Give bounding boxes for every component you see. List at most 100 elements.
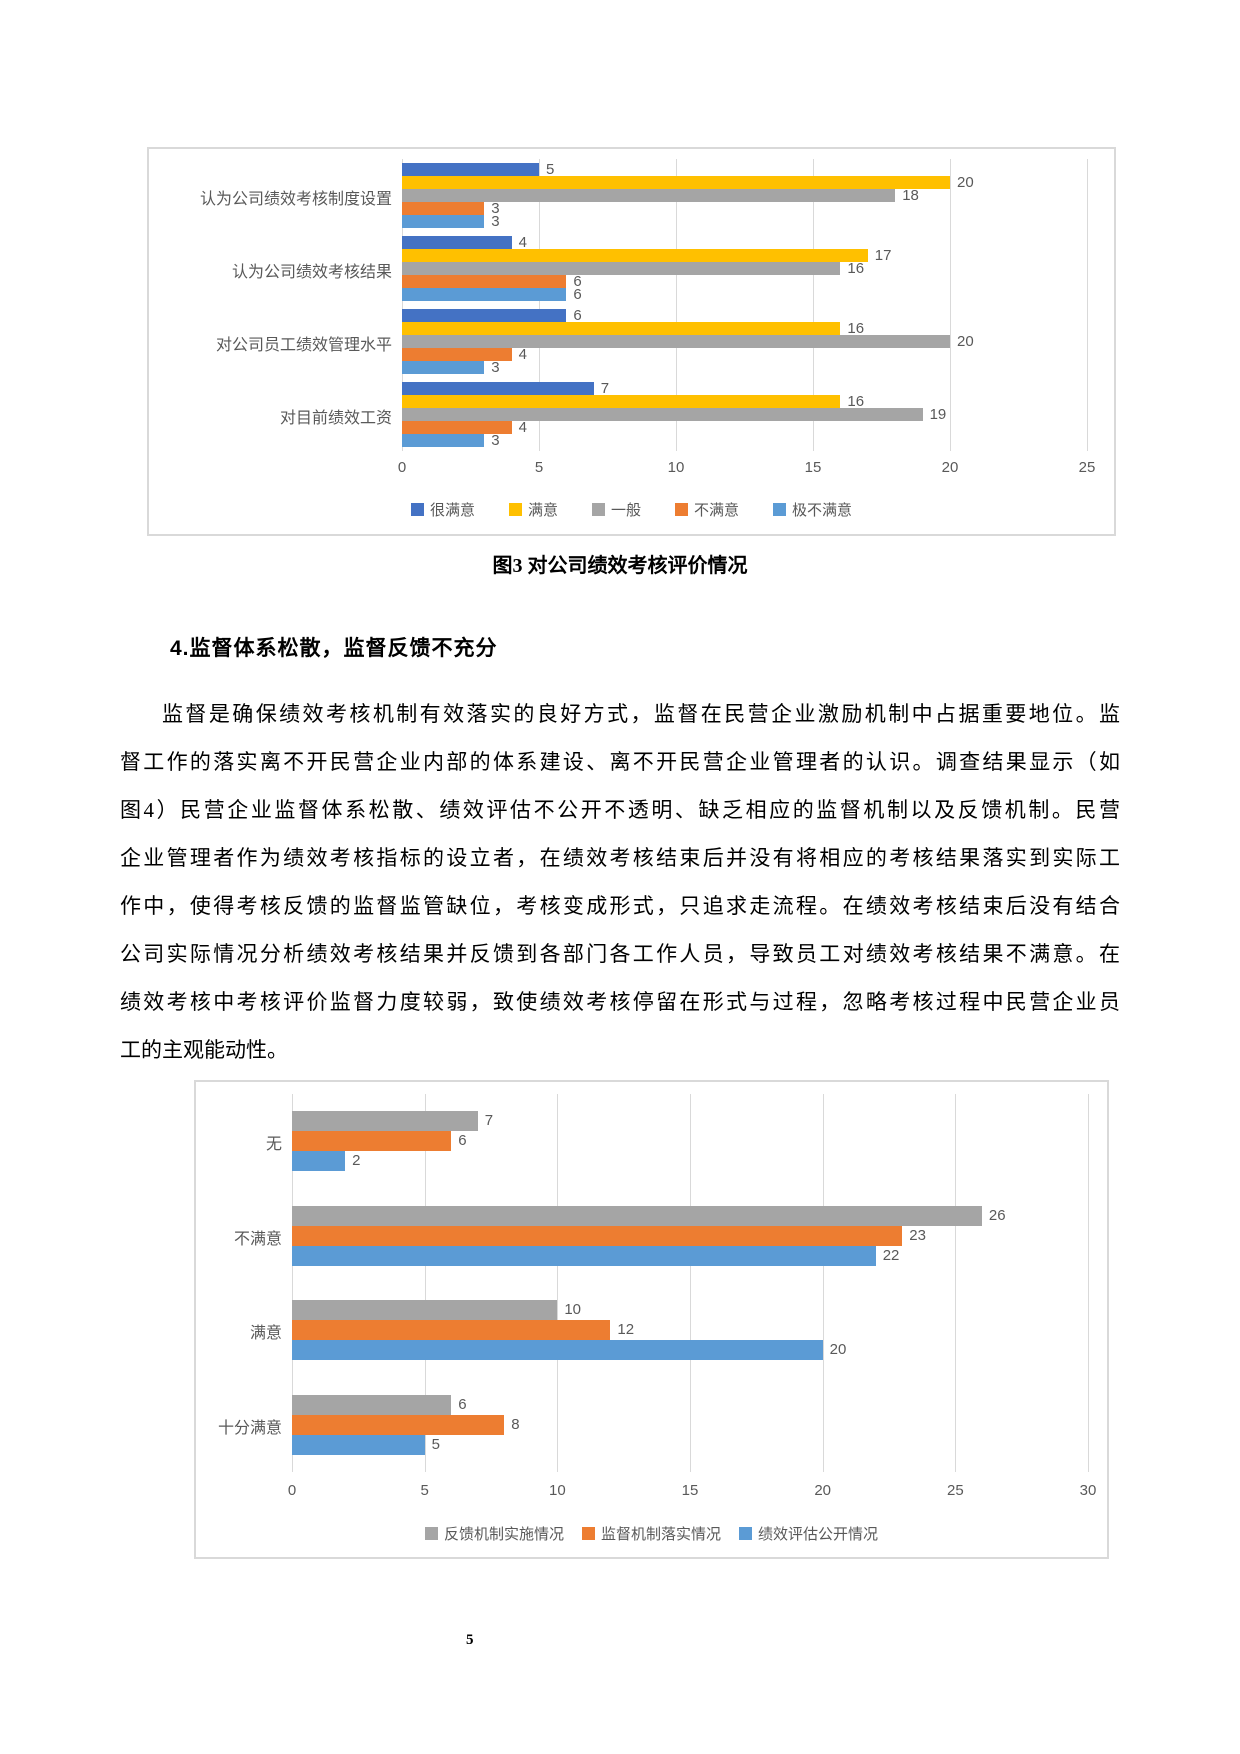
gridline bbox=[539, 159, 540, 451]
bar bbox=[402, 309, 567, 322]
gridline bbox=[950, 159, 951, 451]
x-tick-label: 0 bbox=[397, 459, 407, 476]
legend-item: 监督机制落实情况 bbox=[581, 1523, 721, 1544]
legend-swatch-icon bbox=[581, 1527, 595, 1540]
x-tick-label: 25 bbox=[1078, 459, 1096, 476]
figure3-caption: 图3 对公司绩效考核评价情况 bbox=[492, 555, 748, 577]
category-label: 十分满意 bbox=[217, 1419, 282, 1437]
legend-item: 很满意 bbox=[410, 499, 475, 520]
bar bbox=[402, 434, 485, 447]
bar-value-label: 6 bbox=[458, 1132, 467, 1149]
bar-value-label: 17 bbox=[874, 246, 892, 264]
legend-label: 满意 bbox=[527, 502, 558, 519]
gridline bbox=[557, 1094, 559, 1472]
bar-value-label: 6 bbox=[458, 1395, 467, 1413]
legend-label: 不满意 bbox=[694, 502, 740, 519]
bar-value-label: 2 bbox=[352, 1152, 361, 1169]
bar bbox=[292, 1434, 425, 1455]
gridline bbox=[676, 159, 677, 451]
paragraph-line: 督工作的落实离不开民营企业内部的体系建设、离不开民营企业管理者的认识。调查结果显… bbox=[120, 750, 1120, 774]
bar bbox=[292, 1111, 478, 1131]
bar bbox=[402, 335, 950, 348]
gridline bbox=[822, 1094, 824, 1472]
bar bbox=[402, 176, 950, 189]
x-tick-label: 20 bbox=[941, 459, 959, 476]
x-tick-label: 5 bbox=[420, 1482, 429, 1499]
legend-item: 绩效评估公开情况 bbox=[739, 1523, 878, 1544]
gridline bbox=[1088, 1094, 1089, 1472]
bar bbox=[292, 1340, 823, 1360]
plot-area: 7 6 2 26 23 22 10 12 20 6 8 5 bbox=[292, 1094, 1089, 1472]
gridline bbox=[402, 159, 403, 451]
bar bbox=[292, 1205, 982, 1226]
legend-swatch-icon bbox=[773, 503, 787, 516]
bar-value-label: 4 bbox=[518, 233, 527, 251]
bar-value-label: 3 bbox=[491, 431, 500, 449]
bar bbox=[402, 322, 841, 335]
bar bbox=[402, 288, 567, 301]
x-tick-label: 15 bbox=[681, 1482, 699, 1499]
gridline bbox=[955, 1094, 957, 1472]
bar-value-label: 26 bbox=[988, 1206, 1006, 1224]
bar bbox=[402, 395, 841, 408]
x-tick-label: 15 bbox=[804, 459, 822, 476]
legend-item: 反馈机制实施情况 bbox=[424, 1523, 564, 1544]
bar-value-label: 22 bbox=[882, 1246, 900, 1264]
bar-value-label: 10 bbox=[564, 1301, 582, 1318]
category-label: 无 bbox=[265, 1136, 282, 1154]
bar-value-label: 20 bbox=[829, 1341, 847, 1358]
gridline bbox=[424, 1094, 426, 1472]
bar-value-label: 12 bbox=[617, 1321, 635, 1338]
bar-value-label: 4 bbox=[518, 345, 527, 363]
bar bbox=[292, 1320, 611, 1340]
legend-swatch-icon bbox=[675, 503, 688, 516]
legend-label: 极不满意 bbox=[792, 502, 853, 519]
bar bbox=[402, 275, 567, 288]
x-tick-label: 10 bbox=[667, 459, 685, 476]
legend-label: 监督机制落实情况 bbox=[600, 1526, 721, 1543]
bar-value-label: 3 bbox=[491, 212, 500, 230]
figure4-bar-chart: 7 6 2 26 23 22 10 12 20 6 8 5 0 5 10 15 20 25 30 无不满意 满意 十分满意… bbox=[194, 1080, 1109, 1559]
chart-legend: 反馈机制实施情况 监督机制落实情况 绩效评估公开情况 bbox=[196, 1523, 1107, 1544]
paragraph-line: 工的主观能动性。 bbox=[120, 1038, 288, 1062]
x-tick-label: 30 bbox=[1079, 1482, 1097, 1499]
bar-value-label: 4 bbox=[518, 418, 527, 436]
gridline bbox=[292, 1094, 293, 1472]
bar-value-label: 16 bbox=[847, 259, 865, 277]
legend-swatch-icon bbox=[508, 503, 522, 516]
bar bbox=[292, 1394, 452, 1415]
bar-value-label: 16 bbox=[847, 319, 865, 337]
legend-item: 一般 bbox=[591, 499, 641, 520]
paragraph-line: 公司实际情况分析绩效考核结果并反馈到各部门各工作人员，导致员工对绩效考核结果不满… bbox=[120, 942, 1120, 966]
bar bbox=[402, 202, 485, 215]
bar-value-label: 3 bbox=[491, 199, 500, 217]
bar bbox=[292, 1245, 876, 1266]
legend-label: 反馈机制实施情况 bbox=[443, 1526, 564, 1543]
bar bbox=[402, 262, 841, 275]
x-tick-label: 5 bbox=[534, 459, 544, 476]
x-tick-label: 10 bbox=[548, 1482, 566, 1499]
category-label: 不满意 bbox=[233, 1230, 282, 1248]
plot-area: 5 20 18 3 3 4 17 16 6 6 6 16 20 4 3 7 16 19 4 3 bbox=[402, 159, 1088, 451]
x-tick-label: 0 bbox=[287, 1482, 297, 1499]
gridline bbox=[813, 159, 814, 451]
bar bbox=[292, 1414, 505, 1435]
paragraph-line: 作中，使得考核反馈的监督监管缺位，考核变成形式，只追求走流程。在绩效考核结束后没… bbox=[120, 894, 1120, 918]
category-label: 认为公司绩效考核制度设置 bbox=[199, 190, 392, 208]
legend-item: 不满意 bbox=[675, 499, 739, 520]
legend-label: 一般 bbox=[610, 502, 641, 519]
bar-value-label: 5 bbox=[546, 160, 555, 178]
paragraph-line: 绩效考核中考核评价监督力度较弱，致使绩效考核停留在形式与过程，忽略考核过程中民营… bbox=[120, 990, 1120, 1014]
bar bbox=[292, 1151, 346, 1171]
bar-value-label: 16 bbox=[847, 392, 865, 410]
bar bbox=[402, 249, 868, 262]
bar-value-label: 20 bbox=[957, 332, 974, 350]
x-tick-label: 20 bbox=[814, 1482, 831, 1499]
legend-item: 满意 bbox=[508, 499, 558, 520]
bar-value-label: 20 bbox=[957, 173, 974, 191]
category-label: 认为公司绩效考核结果 bbox=[231, 263, 392, 281]
bar bbox=[292, 1131, 452, 1151]
chart-legend: 很满意 满意 一般 不满意 极不满意 bbox=[149, 499, 1114, 520]
category-label: 对目前绩效工资 bbox=[279, 409, 392, 427]
